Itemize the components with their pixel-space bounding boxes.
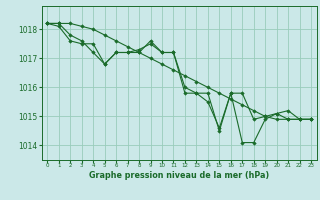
X-axis label: Graphe pression niveau de la mer (hPa): Graphe pression niveau de la mer (hPa) bbox=[89, 171, 269, 180]
